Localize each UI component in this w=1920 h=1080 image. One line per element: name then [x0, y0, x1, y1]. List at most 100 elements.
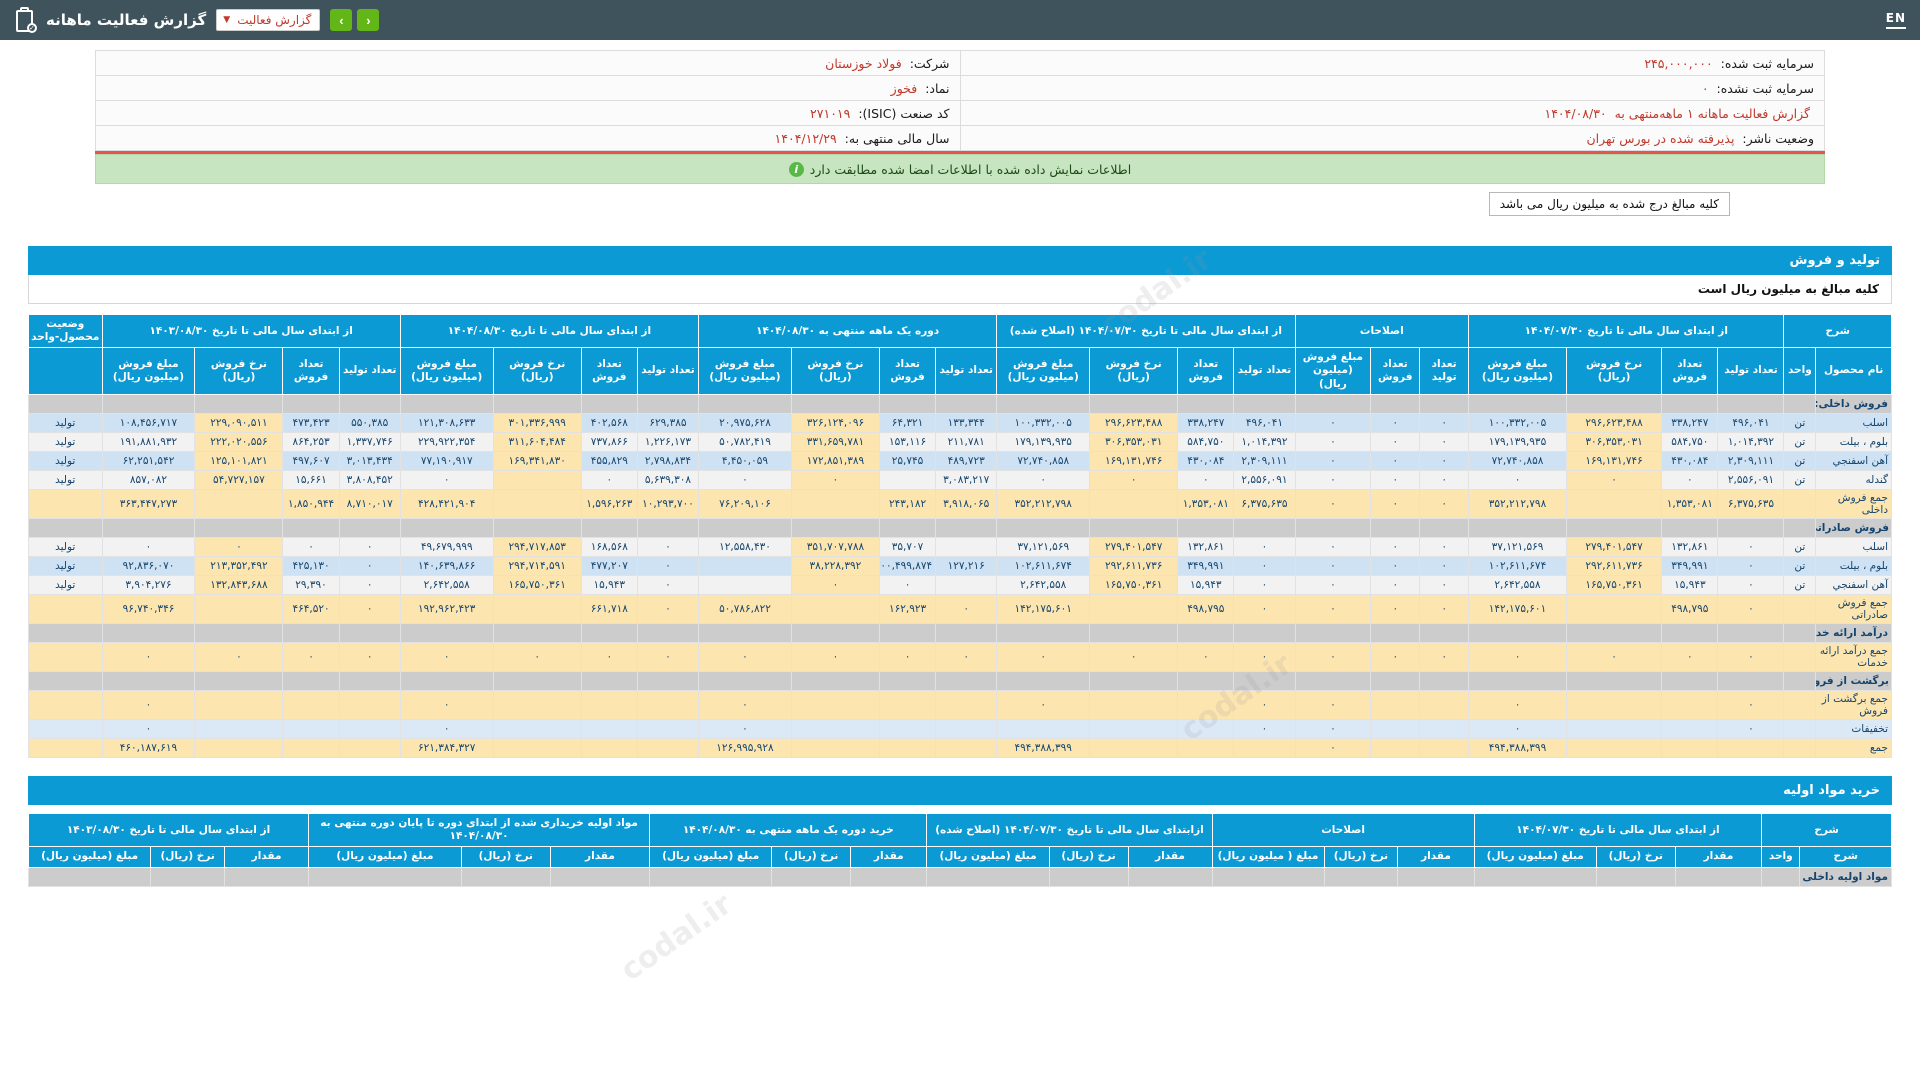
sub-header-row: نام محصول واحد تعداد تولید تعداد فروش نرخ فر… — [28, 347, 1892, 395]
group-header-cell: از ابتدای سال مالی تا تاریخ ۱۴۰۳/۰۸/۳۰ — [101, 313, 401, 349]
empty-cell — [101, 393, 196, 414]
data-cell: ۰ — [1294, 555, 1372, 576]
table-row: جمع درآمد ارائه خدمات ۰ ۰ ۰ ۰ ۰ ۰ ۰ ۰ ۰ ۰ ۰ ۰ ۰ ۰ ۰ ۰ ۰ ۰ ۰… — [28, 641, 1892, 673]
data-cell: ۲,۵۵۶,۰۹۱ — [1717, 469, 1785, 490]
data-cell: ۳۴۹,۹۹۱ — [1177, 555, 1235, 576]
empty-cell — [850, 866, 928, 887]
table-row: بلوم ، بیلت تن ۱,۰۱۴,۳۹۲ ۵۸۴,۷۵۰ ۳۰۶,۳۵۳,۰۳۱… — [28, 431, 1892, 452]
data-cell: ۱۳۲,۸۴۳,۶۸۸ — [194, 574, 284, 595]
unit-cell: تن — [1783, 536, 1817, 557]
data-cell: ۳۵۱,۷۰۷,۷۸۸ — [790, 536, 880, 557]
column-header-cell: مقدار — [549, 846, 651, 868]
empty-cell — [580, 393, 638, 414]
data-cell: ۳۰۰,۴۹۹,۸۷۴ — [878, 555, 937, 576]
data-cell: ۷۷,۱۹۰,۹۱۷ — [399, 450, 494, 471]
empty-cell — [28, 622, 103, 643]
report-period-value: ۱۴۰۴/۰۸/۳۰ — [1544, 105, 1607, 121]
data-cell: ۴۹۴,۳۸۸,۳۹۹ — [1468, 738, 1567, 759]
clipboard-check-icon: ✓ — [14, 7, 37, 33]
data-cell: ۰ — [1294, 574, 1372, 595]
data-cell — [282, 719, 340, 740]
section-band-label: مواد اولیه داخلی — [1799, 866, 1892, 887]
empty-cell — [194, 671, 284, 691]
empty-cell — [1127, 866, 1213, 887]
data-cell: ۰ — [101, 689, 196, 721]
data-cell: ۴۹,۶۷۹,۹۹۹ — [399, 536, 494, 557]
data-cell: ۸۶۴,۲۵۳ — [282, 431, 340, 452]
table-row: بلوم ، بیلت تن ۰ ۳۴۹,۹۹۱ ۲۹۲,۶۱۱,۷۳۶ ۱۰۲,۶۱۱,… — [28, 555, 1892, 576]
data-cell: ۰ — [1565, 469, 1663, 490]
data-cell: ۰ — [1717, 536, 1785, 557]
empty-cell — [1565, 517, 1663, 538]
data-cell: ۰ — [282, 536, 340, 557]
data-cell: ۰ — [399, 641, 494, 673]
data-cell: ۲۰,۹۷۵,۶۲۸ — [698, 412, 792, 433]
product-status-cell: تولید — [28, 469, 103, 490]
table-row: اسلب تن ۰ ۱۳۲,۸۶۱ ۲۷۹,۴۰۱,۵۴۷ ۳۷,۱۲۱,۵۶۹ ۰ ۰ ۰ ۰ ۱… — [28, 536, 1892, 557]
data-cell: ۰ — [1717, 719, 1785, 740]
next-record-button[interactable]: › — [330, 9, 353, 31]
empty-cell — [580, 517, 638, 538]
info-right-cell: شرکت: فولاد خوزستان — [95, 50, 961, 76]
column-header-cell: تعداد فروش — [1177, 347, 1235, 395]
empty-cell — [1717, 622, 1785, 643]
empty-cell — [28, 393, 103, 414]
product-status-cell: تولید — [28, 574, 103, 595]
data-cell: ۶,۳۷۵,۶۳۵ — [1717, 488, 1785, 519]
data-cell: ۴۹۶,۰۴۱ — [1717, 412, 1785, 433]
table-row: تخفیفات ۰ ۰ ۰ ۰ ۰ ۰ ۰ — [28, 719, 1892, 740]
column-header-cell: نرخ (ریال) — [1323, 846, 1399, 868]
data-cell — [194, 719, 284, 740]
prev-record-button[interactable]: ‹ — [357, 9, 380, 31]
data-cell: ۵۰,۷۸۲,۴۱۹ — [698, 431, 792, 452]
data-cell — [194, 689, 284, 721]
section-band-label: برگشت از فروش: — [1815, 671, 1892, 691]
data-cell: ۱۴۲,۱۷۵,۶۰۱ — [1468, 593, 1567, 624]
data-cell — [790, 719, 880, 740]
data-cell: ۰ — [338, 641, 401, 673]
data-cell — [1565, 488, 1663, 519]
data-cell: ۲,۶۴۲,۵۵۸ — [996, 574, 1091, 595]
language-toggle-en[interactable]: EN — [1885, 11, 1906, 29]
table-row: آهن اسفنجي تن ۲,۳۰۹,۱۱۱ ۴۳۰,۰۸۴ ۱۶۹,۱۳۱,۷۴۶ ۷… — [28, 450, 1892, 471]
data-cell: ۲۹۲,۶۱۱,۷۳۶ — [1089, 555, 1179, 576]
company-label: شرکت: — [909, 55, 950, 71]
data-cell: ۰ — [996, 469, 1091, 490]
data-cell — [935, 689, 998, 721]
data-cell: ۳۲۶,۱۲۴,۰۹۶ — [790, 412, 880, 433]
data-cell: ۶۶۱,۷۱۸ — [580, 593, 638, 624]
empty-cell — [698, 671, 792, 691]
data-cell: ۰ — [790, 641, 880, 673]
data-cell — [1370, 719, 1421, 740]
data-cell: ۱,۳۵۳,۰۸۱ — [1177, 488, 1235, 519]
data-cell: ۰ — [1233, 574, 1296, 595]
section-band-label: فروش داخلی: — [1815, 393, 1892, 414]
group-header-cell: ازابتدای سال مالی تا تاریخ ۱۴۰۴/۰۷/۳۰ (ا… — [926, 813, 1213, 848]
section-title-production-sales: تولید و فروش — [28, 246, 1892, 275]
page-body: codal.ir codal.ir codal.ir سرمایه ثبت شد… — [0, 40, 1920, 988]
info-row: سرمایه ثبت شده: ۲۴۵,۰۰۰,۰۰۰ شرکت: فولاد … — [95, 50, 1825, 76]
data-cell: ۴۳۰,۰۸۴ — [1661, 450, 1719, 471]
data-cell: ۳,۰۱۳,۴۳۴ — [338, 450, 401, 471]
column-header-cell: مقدار — [1674, 846, 1763, 868]
column-header-cell: تعداد تولید — [1717, 347, 1785, 395]
table-row: جمع فروش صادراتی ۰ ۴۹۸,۷۹۵ ۱۴۲,۱۷۵,۶۰۱ ۰ ۰ ۰ ۰ ۴… — [28, 593, 1892, 624]
data-cell — [1565, 593, 1663, 624]
empty-cell — [790, 393, 880, 414]
data-cell: ۳۵۲,۲۱۲,۷۹۸ — [1468, 488, 1567, 519]
section-band-label: درآمد ارائه خدمات: — [1815, 622, 1892, 643]
data-cell — [1565, 738, 1663, 759]
empty-cell — [338, 622, 401, 643]
header-left-group: EN — [1885, 11, 1906, 29]
table-row: جمع برگشت از فروش ۰ ۰ ۰ ۰ ۰ ۰ ۰ ۰ — [28, 689, 1892, 721]
column-header-cell: مبلغ فروش (میلیون ریال) — [698, 347, 792, 395]
unit-cell — [1783, 488, 1817, 519]
empty-cell — [1294, 671, 1372, 691]
data-cell — [492, 689, 582, 721]
empty-cell — [1089, 622, 1179, 643]
data-cell — [338, 689, 401, 721]
data-cell — [790, 488, 880, 519]
report-type-select[interactable]: ▼ گزارش فعالیت — [216, 9, 321, 31]
section-band-row: درآمد ارائه خدمات: — [28, 622, 1892, 643]
report-period-label: گزارش فعالیت ماهانه ۱ ماهه‌منتهی به — [1614, 105, 1810, 121]
